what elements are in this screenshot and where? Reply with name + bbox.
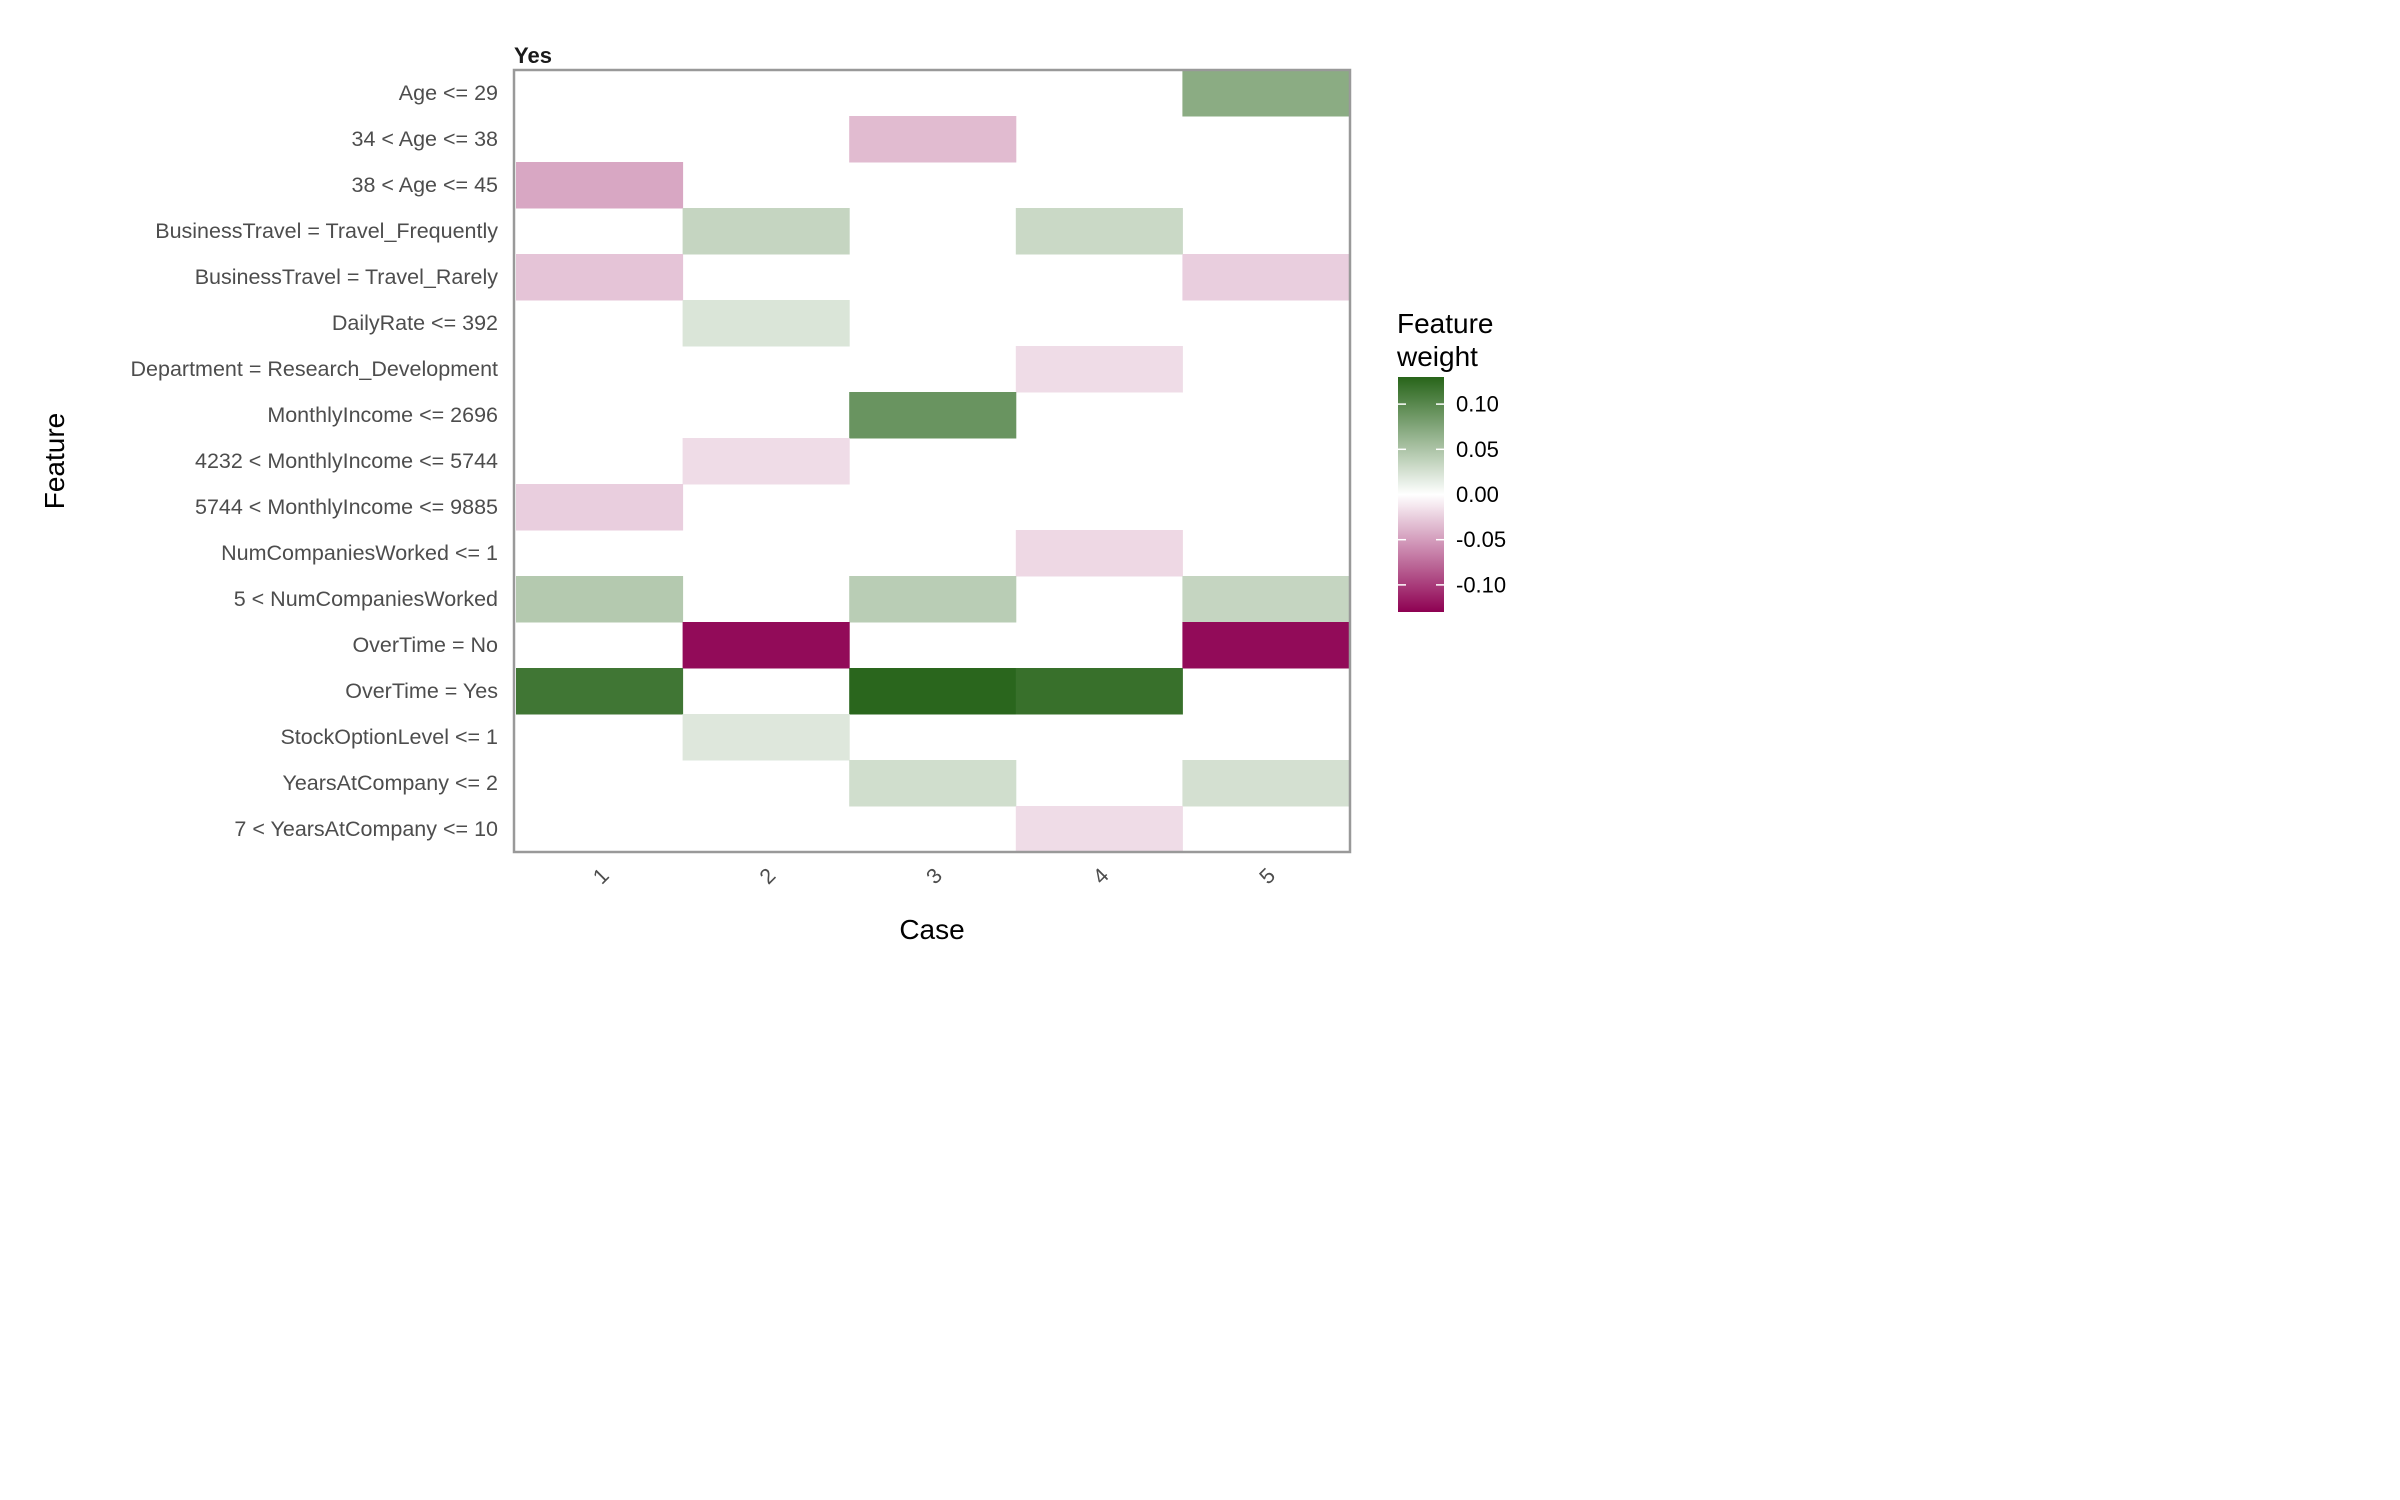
x-axis-title: Case (899, 914, 964, 945)
y-tick-label: StockOptionLevel <= 1 (280, 725, 498, 749)
heatmap-cell (516, 668, 684, 715)
heatmap-cell (516, 576, 684, 623)
heatmap-cell (1182, 70, 1350, 117)
heatmap-cell (849, 760, 1017, 807)
y-tick-label: MonthlyIncome <= 2696 (267, 403, 498, 427)
y-tick-label: OverTime = No (352, 633, 498, 657)
heatmap-cell (849, 576, 1017, 623)
color-legend: Feature weight 0.10 0.05 0.00 -0.05 -0.10 (1396, 308, 1506, 612)
y-tick-label: Department = Research_Development (131, 357, 499, 381)
legend-ticks: 0.10 0.05 0.00 -0.05 -0.10 (1398, 392, 1506, 597)
y-tick-label: 5 < NumCompaniesWorked (234, 587, 498, 611)
heatmap-chart: Yes Age <= 29 34 < Age <= 38 38 < Age <= 4… (39, 43, 1506, 945)
heatmap-cell (516, 162, 684, 209)
y-tick-label: YearsAtCompany <= 2 (282, 771, 498, 795)
y-tick-label: 38 < Age <= 45 (352, 173, 499, 197)
heatmap-cell (682, 208, 850, 255)
heatmap-cell (1182, 576, 1350, 623)
x-tick-label: 4 (1088, 863, 1113, 888)
heatmap-cell (682, 300, 850, 347)
y-axis-tick-labels: Age <= 29 34 < Age <= 38 38 < Age <= 45 Bus… (131, 81, 499, 841)
legend-tick-label: -0.10 (1456, 572, 1506, 597)
legend-tick-label: -0.05 (1456, 527, 1506, 552)
panel-title: Yes (514, 43, 552, 68)
heatmap-cell (1015, 530, 1183, 577)
heatmap-cell (516, 484, 684, 531)
heatmap-cell (682, 622, 850, 669)
heatmap-cell (849, 668, 1017, 715)
y-tick-label: 34 < Age <= 38 (352, 127, 499, 151)
y-tick-label: BusinessTravel = Travel_Frequently (155, 219, 498, 243)
y-tick-label: NumCompaniesWorked <= 1 (221, 541, 498, 565)
y-tick-label: OverTime = Yes (345, 679, 498, 703)
heatmap-cell (516, 254, 684, 301)
legend-title-line-2: weight (1396, 341, 1478, 372)
x-tick-label: 5 (1255, 863, 1280, 888)
plot-frame (512, 68, 1352, 854)
heatmap-cell (1015, 806, 1183, 853)
legend-tick-label: 0.10 (1456, 392, 1499, 417)
heatmap-cell (682, 714, 850, 761)
y-tick-label: 4232 < MonthlyIncome <= 5744 (195, 449, 498, 473)
heatmap-cell (1015, 208, 1183, 255)
x-tick-label: 1 (588, 864, 613, 889)
heatmap-cell (849, 116, 1017, 163)
heatmap-cell (849, 392, 1017, 439)
x-tick-label: 2 (755, 864, 780, 889)
heatmap-cell (1015, 668, 1183, 715)
y-tick-label: Age <= 29 (399, 81, 498, 105)
heatmap-cell (1182, 622, 1350, 669)
y-axis-title: Feature (39, 413, 70, 510)
heatmap-cell (1182, 254, 1350, 301)
y-tick-label: 5744 < MonthlyIncome <= 9885 (195, 495, 498, 519)
heatmap-cell (682, 438, 850, 485)
heatmap-cells (516, 70, 1350, 853)
heatmap-cell (1182, 760, 1350, 807)
x-axis-tick-labels: 1 2 3 4 5 (588, 863, 1280, 888)
heatmap-cell (1015, 346, 1183, 393)
legend-title-line-1: Feature (1397, 308, 1494, 339)
legend-tick-label: 0.00 (1456, 482, 1499, 507)
y-tick-label: DailyRate <= 392 (332, 311, 498, 335)
y-tick-label: 7 < YearsAtCompany <= 10 (234, 817, 498, 841)
x-tick-label: 3 (922, 863, 947, 888)
legend-tick-label: 0.05 (1456, 437, 1499, 462)
y-tick-label: BusinessTravel = Travel_Rarely (195, 265, 499, 289)
